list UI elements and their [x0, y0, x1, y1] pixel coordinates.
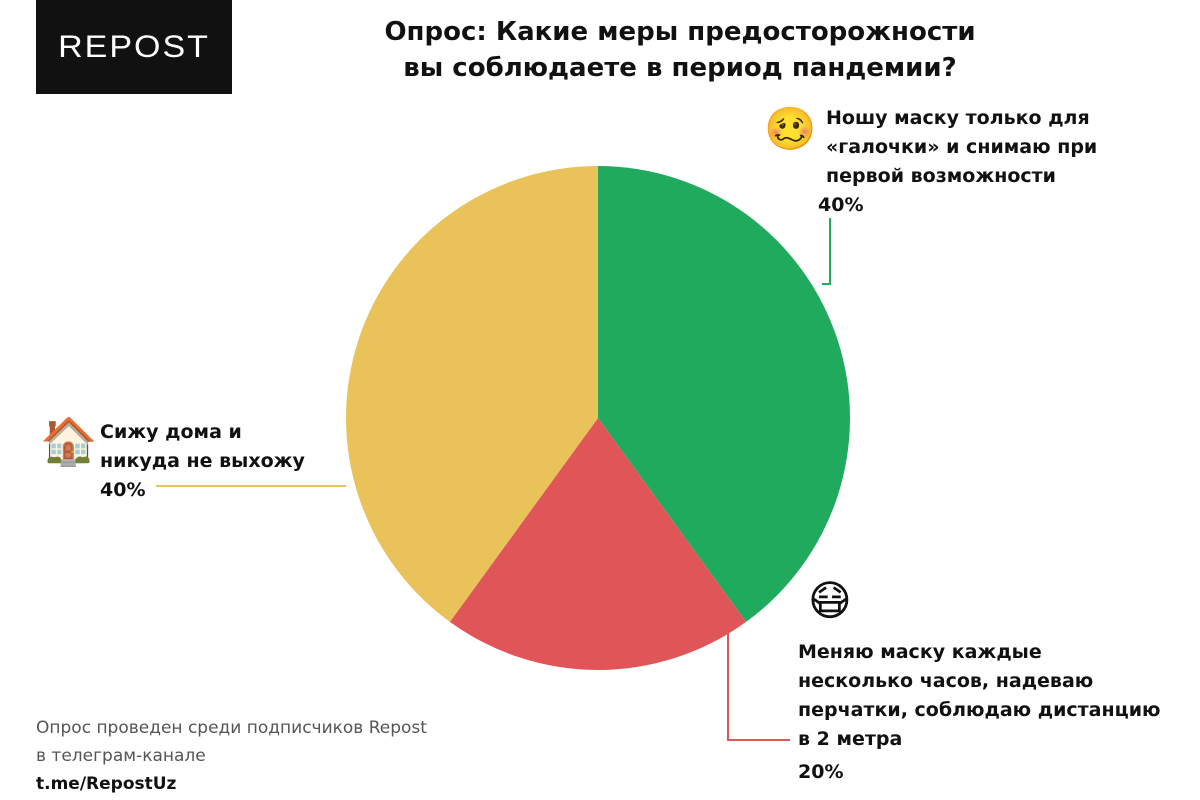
slice-value-label: 20% — [798, 761, 844, 783]
pie-slice-yellow — [346, 166, 598, 622]
title-line-2: вы соблюдаете в период пандемии? — [403, 53, 957, 83]
slice-label-line: Меняю маску каждые — [798, 641, 1042, 663]
footer-note: Опрос проведен среди подписчиков Repost … — [36, 714, 427, 798]
footer-line-2: в телеграм-канале t.me/RepostUz — [36, 742, 427, 798]
leader-line-green — [822, 218, 831, 285]
slice-label-line: Сижу дома и — [100, 421, 242, 443]
slice-label-red: Меняю маску каждые несколько часов, наде… — [798, 638, 1161, 787]
slice-label-line: никуда не выхожу — [100, 450, 305, 472]
leader-line-red — [727, 626, 790, 741]
pie-slice-red — [449, 418, 747, 670]
medical-mask-face-icon: 😷 — [808, 576, 852, 625]
pie-slice-green — [598, 166, 850, 622]
title-line-1: Опрос: Какие меры предосторожности — [384, 17, 976, 47]
chart-title: Опрос: Какие меры предосторожности вы со… — [290, 14, 1070, 86]
slice-value-label: 40% — [818, 194, 864, 216]
house-icon: 🏠 — [40, 414, 98, 468]
slice-label-line: первой возможности — [826, 165, 1056, 187]
slice-label-yellow: Сижу дома и никуда не выхожу 40% — [100, 418, 305, 505]
slice-label-line: несколько часов, надеваю — [798, 670, 1094, 692]
logo-text: REPOST — [58, 29, 210, 65]
slice-label-line: в 2 метра — [798, 728, 903, 750]
slice-value-label: 40% — [100, 479, 146, 501]
slice-label-line: перчатки, соблюдаю дистанцию — [798, 699, 1161, 721]
pie-slices — [346, 166, 850, 670]
slice-label-line: «галочки» и снимаю при — [826, 136, 1098, 158]
repost-logo: REPOST — [36, 0, 232, 94]
slice-label-green: Ношу маску только для «галочки» и снимаю… — [818, 104, 1098, 220]
leader-lines — [156, 218, 831, 741]
footer-line-1: Опрос проведен среди подписчиков Repost — [36, 718, 427, 738]
slice-label-line: Ношу маску только для — [826, 107, 1090, 129]
woozy-face-icon: 🥴 — [764, 104, 817, 153]
footer-prefix: в телеграм-канале — [36, 746, 206, 766]
telegram-link[interactable]: t.me/RepostUz — [36, 774, 177, 794]
